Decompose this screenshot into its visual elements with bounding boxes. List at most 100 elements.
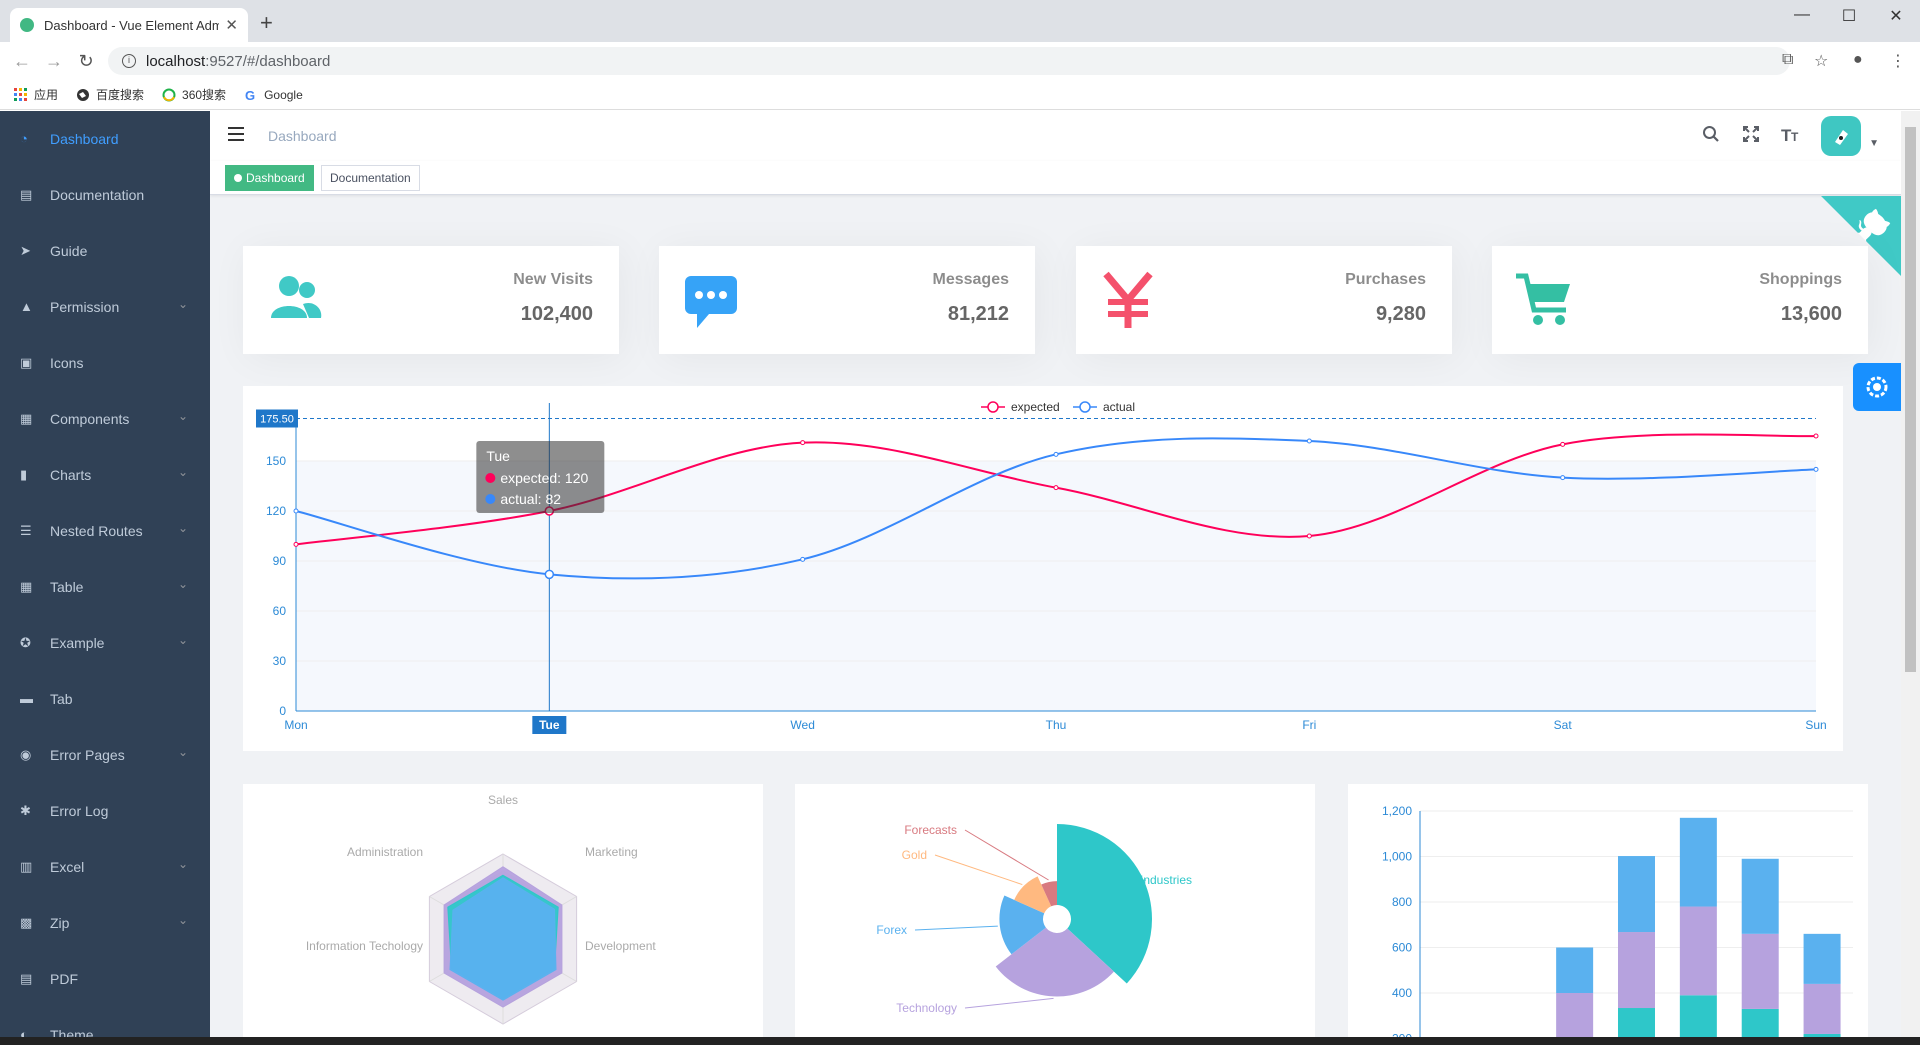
sidebar-item-label: Zip <box>50 915 70 931</box>
x-tick-label: Sun <box>1805 718 1826 732</box>
tooltip-line: actual: 82 <box>500 491 561 507</box>
documentation-icon: ▤ <box>20 187 33 202</box>
tag-documentation[interactable]: Documentation <box>321 165 420 191</box>
sidebar-item-label: Components <box>50 411 130 427</box>
sidebar-item-permission[interactable]: ▲ Permission ⌄ <box>0 279 210 335</box>
back-icon[interactable]: ← <box>13 51 31 71</box>
sidebar-item-guide[interactable]: ➤ Guide <box>0 223 210 279</box>
new-tab-button[interactable]: + <box>260 10 273 35</box>
message-icon <box>679 268 743 332</box>
radar-indicator-label: Information Techology <box>306 939 423 953</box>
sidebar-item-dashboard[interactable]: ◔ Dashboard <box>0 111 210 167</box>
chevron-down-icon: ⌄ <box>177 857 188 871</box>
sidebar-item-label: Excel <box>50 859 85 875</box>
avatar[interactable] <box>1821 116 1862 156</box>
bookmark-360[interactable]: 360搜索 <box>162 86 226 103</box>
pie-label-line <box>964 829 1049 881</box>
chevron-down-icon: ⌄ <box>177 577 188 591</box>
bar-segment <box>1618 932 1655 1009</box>
y-tick-label: 0 <box>279 704 286 718</box>
bar-segment <box>1741 933 1779 1009</box>
radar-chart[interactable]: Sales Marketing Development Information Tec… <box>243 784 763 1045</box>
translate-icon[interactable]: ⧉ <box>1782 51 1794 68</box>
reload-icon[interactable]: ↻ <box>78 51 94 71</box>
sidebar-item-components[interactable]: ▦ Components ⌄ <box>0 391 210 447</box>
profile-icon[interactable]: ● <box>1853 51 1863 68</box>
bar-segment <box>1741 858 1779 934</box>
panel-messages[interactable]: Messages 81,212 <box>659 246 1035 354</box>
sidebar-item-documentation[interactable]: ▤ Documentation <box>0 167 210 223</box>
bookmark-star-icon[interactable]: ☆ <box>1814 53 1829 70</box>
sidebar-item-error-pages[interactable]: ◉ Error Pages ⌄ <box>0 727 210 783</box>
pie-label: Forex <box>876 923 907 937</box>
line-chart[interactable]: 0 30 60 90 120 150 Mon Tue Wed Thu Fri Sat Sun 175.50… <box>243 386 1843 751</box>
sidebar-item-error-log[interactable]: ✱ Error Log <box>0 783 210 839</box>
github-corner-icon[interactable] <box>1821 196 1901 276</box>
bookmark-apps[interactable]: 应用 <box>14 86 58 103</box>
sidebar-item-label: Icons <box>50 355 84 371</box>
sidebar-item-excel[interactable]: ▥ Excel ⌄ <box>0 839 210 895</box>
chevron-down-icon: ⌄ <box>177 297 188 311</box>
hamburger-icon[interactable] <box>228 127 244 141</box>
browser-tab[interactable]: Dashboard - Vue Element Admin ✕ <box>10 8 248 42</box>
data-point-expected <box>1053 485 1059 491</box>
pie-chart[interactable]: Industries Technology Forex Gold Forecasts <box>795 784 1315 1045</box>
radar-indicator-label: Administration <box>347 845 423 859</box>
panel-shoppings[interactable]: Shoppings 13,600 <box>1492 246 1868 354</box>
site-info-icon[interactable]: i <box>122 54 136 68</box>
sidebar-item-icons[interactable]: ▣ Icons <box>0 335 210 391</box>
panel-label: New Visits <box>513 271 593 288</box>
tooltip-title: Tue <box>486 448 510 464</box>
search-icon[interactable] <box>1691 125 1731 148</box>
sidebar-item-label: Guide <box>50 243 88 259</box>
bug-icon: ✱ <box>20 803 31 818</box>
y-tick-label: 30 <box>273 654 287 668</box>
maximize-icon[interactable]: ☐ <box>1841 8 1857 25</box>
dashboard-icon: ◔ <box>20 131 28 146</box>
data-point-expected <box>1560 441 1566 447</box>
caret-down-icon[interactable]: ▼ <box>1869 137 1879 149</box>
sidebar-item-tab[interactable]: ▬ Tab <box>0 671 210 727</box>
vue-favicon-icon <box>20 18 34 32</box>
pie-slice-forex <box>999 895 1046 955</box>
page-scrollbar[interactable] <box>1901 111 1920 1045</box>
sidebar-item-label: Nested Routes <box>50 523 143 539</box>
error-pages-icon: ◉ <box>20 747 32 762</box>
x-tick-label: Fri <box>1302 718 1316 732</box>
forward-icon[interactable]: → <box>45 51 63 71</box>
bookmark-baidu[interactable]: 百度搜索 <box>76 86 144 103</box>
tags-view: Dashboard Documentation <box>210 161 1901 195</box>
sidebar-item-pdf[interactable]: ▤ PDF <box>0 951 210 1007</box>
bookmark-google[interactable]: G Google <box>244 88 303 102</box>
sidebar-item-table[interactable]: ▦ Table ⌄ <box>0 559 210 615</box>
settings-button[interactable] <box>1853 363 1901 411</box>
fullscreen-icon[interactable] <box>1731 125 1771 148</box>
bar-segment <box>1679 995 1717 1045</box>
url-host: localhost <box>146 52 206 70</box>
tab-close-icon[interactable]: ✕ <box>225 17 238 34</box>
panel-purchases[interactable]: Purchases 9,280 <box>1076 246 1452 354</box>
breadcrumb[interactable]: Dashboard <box>268 128 337 144</box>
minimize-icon[interactable]: — <box>1794 6 1810 23</box>
radar-chart-card: Sales Marketing Development Information Tec… <box>243 784 763 1045</box>
browser-menu-icon[interactable]: ⋮ <box>1890 53 1906 70</box>
scrollbar-thumb[interactable] <box>1905 127 1916 672</box>
sidebar-item-charts[interactable]: ▮ Charts ⌄ <box>0 447 210 503</box>
y-tick-label: 1,000 <box>1382 850 1412 864</box>
url-input[interactable]: i localhost:9527/#/dashboard <box>108 47 1790 75</box>
radar-indicator-label: Sales <box>488 793 518 807</box>
panel-new-visits[interactable]: New Visits 102,400 <box>243 246 619 354</box>
sidebar-item-zip[interactable]: ▩ Zip ⌄ <box>0 895 210 951</box>
chevron-down-icon: ⌄ <box>177 913 188 927</box>
nested-icon: ☰ <box>20 523 32 538</box>
tag-dashboard[interactable]: Dashboard <box>225 165 314 191</box>
tooltip-marker <box>485 494 496 504</box>
address-bar: ← → ↻ i localhost:9527/#/dashboard ⧉ ☆ ●… <box>0 42 1920 80</box>
sidebar-item-nested-routes[interactable]: ☰ Nested Routes ⌄ <box>0 503 210 559</box>
sidebar-item-example[interactable]: ✪ Example ⌄ <box>0 615 210 671</box>
close-window-icon[interactable]: ✕ <box>1889 8 1903 25</box>
